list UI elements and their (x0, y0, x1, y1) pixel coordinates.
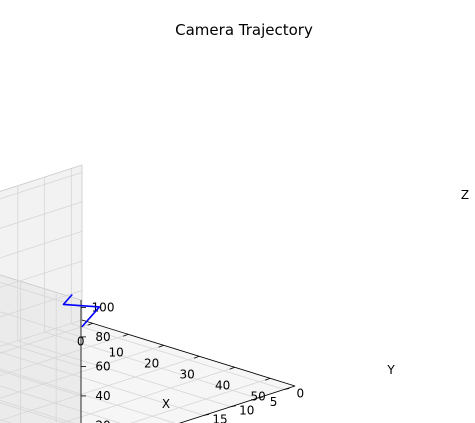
x-tick-mark (265, 377, 271, 381)
x-tick-mark (123, 333, 129, 337)
x-gridline-floor (0, 344, 164, 399)
grid-lines (0, 168, 285, 423)
x-tick-label: 50 (251, 389, 266, 403)
x-tick-mark (158, 344, 164, 348)
x-tick-mark (194, 355, 200, 359)
x-tick-label: 30 (180, 367, 195, 381)
z-gridline-back (0, 370, 82, 397)
z-gridline-back (0, 311, 82, 338)
y-gridline-floor (0, 351, 205, 416)
z-axis-label: Z (461, 188, 469, 202)
y-tick-label: 0 (296, 386, 304, 400)
trajectory-line (62, 293, 101, 328)
z-gridline-left (0, 260, 83, 288)
chart-title: Camera Trajectory (175, 21, 313, 39)
y-tick-mark (230, 405, 236, 408)
z-tick-label: 20 (95, 418, 110, 423)
y-tick-label: 5 (270, 395, 278, 409)
x-gridline-floor (0, 333, 129, 377)
y-gridline-floor (0, 402, 67, 423)
z-tick-label: 60 (95, 359, 110, 373)
x-tick-label: 0 (77, 334, 85, 348)
z-gridline-left (0, 231, 83, 259)
x-tick-mark (229, 366, 235, 370)
x-gridline-floor (130, 377, 271, 423)
z-gridline-back (0, 399, 75, 423)
z-gridline-back (0, 340, 82, 367)
x-tick-label: 20 (144, 356, 159, 370)
z-tick-label: 100 (92, 300, 115, 314)
x-gridline-floor (0, 322, 93, 354)
y-gridline-floor (71, 323, 285, 390)
y-tick-mark (203, 413, 210, 416)
tick-marks: 0102030405005101520253035020406080100 (77, 300, 304, 423)
x-tick-label: 40 (215, 378, 230, 392)
z-gridline-left (0, 201, 83, 229)
z-tick-label: 40 (95, 389, 110, 403)
x-gridline-floor (60, 366, 235, 423)
y-gridline-floor (0, 368, 176, 423)
z-gridline-left (0, 290, 83, 318)
z-gridline-left (0, 172, 83, 200)
z-gridline-left (0, 319, 83, 347)
y-gridline-floor (44, 331, 258, 399)
z-tick-label: 80 (95, 330, 110, 344)
y-gridline-floor (17, 340, 231, 408)
x-tick-label: 10 (109, 345, 124, 359)
x-axis-line (81, 319, 296, 387)
y-tick-label: 10 (239, 404, 254, 418)
z-gridline-back (0, 281, 82, 308)
y-tick-label: 15 (212, 412, 227, 423)
y-tick-label: 20 (186, 421, 201, 423)
y-axis-label: Y (386, 363, 395, 377)
x-tick-mark (87, 322, 93, 326)
data-series (62, 293, 101, 328)
y-tick-mark (284, 388, 290, 390)
y-tick-mark (257, 396, 263, 399)
x-axis-label: X (162, 397, 170, 411)
y-gridline-floor (0, 385, 122, 423)
